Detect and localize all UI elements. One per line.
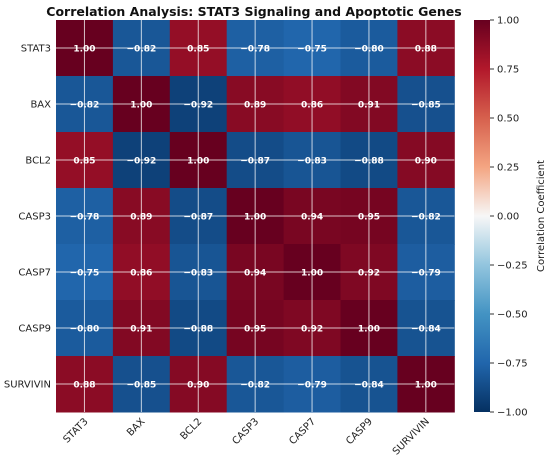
y-tick-label: STAT3	[21, 44, 51, 55]
cell-value-label: −0.82	[70, 101, 100, 111]
y-tick-label: BAX	[30, 100, 51, 111]
cell-value-label: −0.83	[297, 157, 327, 167]
cell-value-label: 1.00	[130, 101, 152, 111]
cell-value-label: −0.83	[183, 269, 213, 279]
colorbar-tick-label: −0.25	[497, 261, 528, 272]
colorbar-tick-label: −0.50	[497, 310, 528, 321]
cell-value-label: 1.00	[415, 381, 437, 391]
cell-value-label: −0.92	[183, 101, 213, 111]
cell-value-label: −0.80	[354, 45, 384, 55]
cell-value-label: 1.00	[358, 325, 380, 335]
cell-value-label: −0.87	[183, 213, 213, 223]
x-tick-label: STAT3	[61, 416, 90, 445]
cell-value-label: 1.00	[301, 269, 323, 279]
cell-value-label: −0.85	[411, 101, 441, 111]
cell-value-label: 0.95	[244, 325, 266, 335]
colorbar-tick-label: 0.50	[497, 114, 519, 125]
cell-value-label: 0.90	[187, 381, 209, 391]
cell-value-label: −0.75	[297, 45, 327, 55]
cell-value-label: −0.75	[70, 269, 100, 279]
cell-value-label: −0.88	[354, 157, 384, 167]
x-tick-label: BCL2	[178, 416, 204, 442]
y-tick-label: CASP3	[18, 212, 51, 223]
colorbar-tick-label: 0.25	[497, 163, 519, 174]
colorbar	[474, 20, 490, 412]
y-tick-label: BCL2	[25, 156, 51, 167]
cell-value-label: 0.88	[415, 45, 437, 55]
cell-value-label: 0.86	[130, 269, 152, 279]
y-tick-labels: STAT3 BAX BCL2 CASP3 CASP7 CASP9 SURVIVIN	[4, 44, 51, 391]
cell-value-label: 0.92	[358, 269, 380, 279]
cell-value-label: −0.92	[126, 157, 156, 167]
cell-value-label: 0.89	[130, 213, 152, 223]
cell-value-label: 0.86	[301, 101, 323, 111]
cell-value-label: 0.91	[358, 101, 380, 111]
colorbar-tick-label: 1.00	[497, 16, 519, 27]
cell-value-label: 1.00	[244, 213, 266, 223]
cell-value-label: −0.79	[411, 269, 441, 279]
cell-value-label: −0.78	[70, 213, 100, 223]
cell-value-label: 1.00	[73, 45, 95, 55]
cell-value-labels: 1.00 −0.82 0.85 −0.78 −0.75 −0.80 0.88 −0.82 1.0…	[70, 45, 441, 391]
cell-value-label: 0.95	[358, 213, 380, 223]
cell-value-label: 0.94	[244, 269, 266, 279]
cell-value-label: 0.89	[244, 101, 266, 111]
x-tick-labels: STAT3 BAX BCL2 CASP3 CASP7 CASP9 SURVIVIN	[61, 416, 432, 457]
cell-value-label: −0.87	[240, 157, 270, 167]
y-tick-label: CASP7	[18, 268, 51, 279]
cell-value-label: 1.00	[187, 157, 209, 167]
colorbar-tick-label: −1.00	[497, 408, 528, 419]
cell-value-label: 0.92	[301, 325, 323, 335]
cell-value-label: 0.91	[130, 325, 152, 335]
cell-value-label: −0.88	[183, 325, 213, 335]
x-tick-label: CASP3	[230, 416, 261, 447]
cell-value-label: −0.85	[126, 381, 156, 391]
cell-value-label: −0.82	[240, 381, 270, 391]
cell-value-label: −0.79	[297, 381, 327, 391]
colorbar-tick-label: −0.75	[497, 359, 528, 370]
y-tick-label: CASP9	[18, 324, 51, 335]
chart-title: Correlation Analysis: STAT3 Signaling an…	[46, 4, 461, 19]
cell-value-label: −0.78	[240, 45, 270, 55]
cell-value-label: −0.80	[70, 325, 100, 335]
colorbar-title: Correlation Coefficient	[536, 160, 547, 272]
cell-value-label: −0.84	[411, 325, 441, 335]
x-tick-label: CASP7	[287, 416, 318, 447]
colorbar-ticks: 1.00 0.75 0.50 0.25 0.00 −0.25 −0.50 −0.75 −1.00	[490, 16, 528, 419]
cell-value-label: 0.90	[415, 157, 437, 167]
x-tick-label: SURVIVIN	[391, 416, 432, 457]
x-tick-label: BAX	[125, 416, 147, 438]
cell-value-label: 0.88	[73, 381, 95, 391]
cell-value-label: −0.84	[354, 381, 384, 391]
heatmap-grid	[56, 20, 455, 412]
colorbar-tick-label: 0.00	[497, 212, 519, 223]
cell-value-label: −0.82	[126, 45, 156, 55]
cell-value-label: −0.82	[411, 213, 441, 223]
x-tick-label: CASP9	[344, 416, 375, 447]
y-tick-label: SURVIVIN	[4, 380, 51, 391]
cell-value-label: 0.94	[301, 213, 323, 223]
colorbar-tick-label: 0.75	[497, 65, 519, 76]
cell-value-label: 0.85	[187, 45, 209, 55]
cell-value-label: 0.85	[73, 157, 95, 167]
